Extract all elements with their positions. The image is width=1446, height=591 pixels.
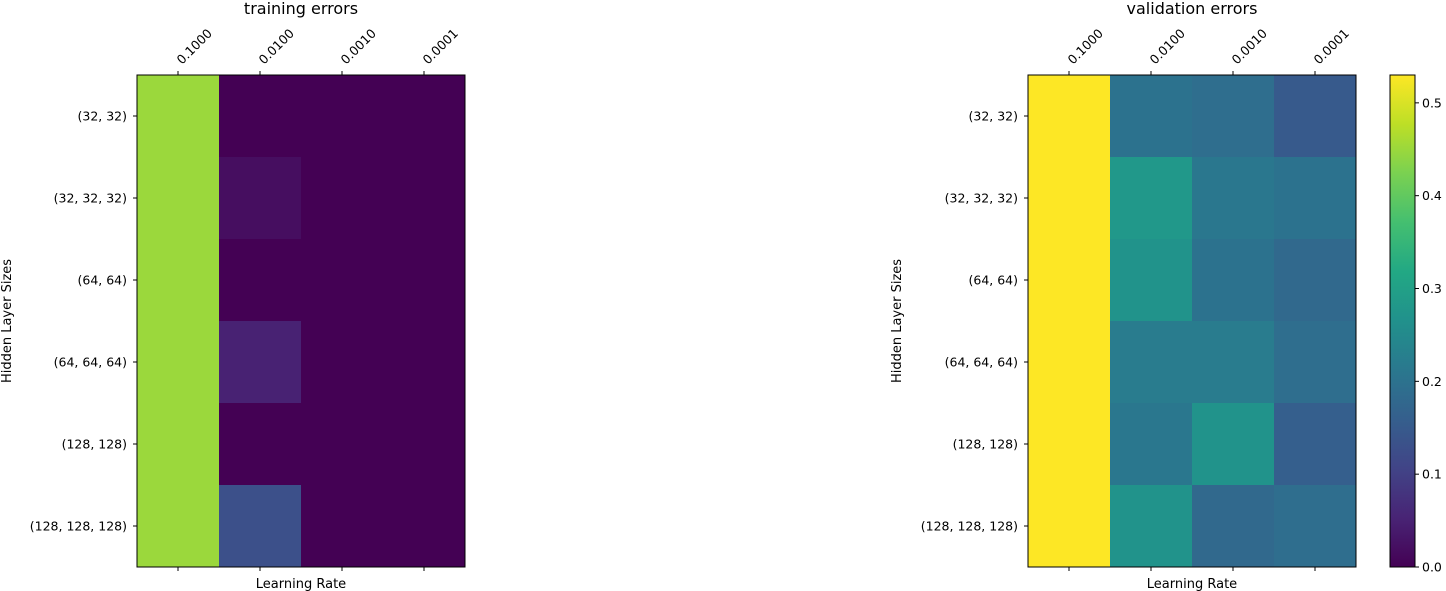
heatmap-cell <box>383 75 466 158</box>
heatmap-cell <box>219 157 302 240</box>
heatmap-cell <box>1274 485 1357 568</box>
heatmap-cell <box>137 321 220 404</box>
y-tick-label: (64, 64, 64) <box>945 355 1018 370</box>
x-tick-label: 0.1000 <box>1065 26 1107 68</box>
validation-plot-frame <box>1027 74 1357 568</box>
y-tick-label: (32, 32, 32) <box>54 191 127 206</box>
colorbar-tick-label: 0.4 <box>1422 188 1442 203</box>
validation-title: validation errors <box>1127 0 1258 18</box>
heatmap-cell <box>1110 239 1193 322</box>
validation-cells <box>1028 75 1357 568</box>
heatmap-cell <box>301 403 384 486</box>
heatmap-cell <box>137 75 220 158</box>
x-tick-label: 0.0100 <box>1147 26 1189 68</box>
heatmap-cell <box>301 239 384 322</box>
heatmap-cell <box>219 75 302 158</box>
heatmap-cell <box>301 485 384 568</box>
y-tick-label: (32, 32) <box>77 109 127 124</box>
training-title: training errors <box>244 0 358 18</box>
y-tick-label: (64, 64, 64) <box>54 355 127 370</box>
heatmap-cell <box>1192 157 1275 240</box>
heatmap-cell <box>1274 75 1357 158</box>
heatmap-cell <box>137 239 220 322</box>
heatmap-cell <box>219 239 302 322</box>
heatmap-cell <box>1110 75 1193 158</box>
heatmap-cell <box>383 321 466 404</box>
heatmap-cell <box>1028 321 1111 404</box>
training-errors-heatmap: 0.1000 0.0100 0.0010 0.0001 (32, 32) (32, 32,… <box>0 0 466 591</box>
heatmap-cell <box>219 485 302 568</box>
heatmap-cell <box>301 157 384 240</box>
heatmap-cell <box>1274 403 1357 486</box>
y-tick-label: (32, 32, 32) <box>945 191 1018 206</box>
y-tick-label: (128, 128, 128) <box>921 519 1018 534</box>
colorbar-tick-label: 0.2 <box>1422 374 1442 389</box>
x-tick-label: 0.0100 <box>256 26 298 68</box>
heatmap-cell <box>1110 403 1193 486</box>
x-tick-label: 0.0001 <box>420 26 462 68</box>
heatmap-cell <box>1028 403 1111 486</box>
heatmap-cell <box>1110 321 1193 404</box>
heatmap-cell <box>1192 321 1275 404</box>
colorbar-tick-label: 0.0 <box>1422 560 1442 575</box>
heatmap-cell <box>1028 239 1111 322</box>
colorbar: 0.0 0.1 0.2 0.3 0.4 0.5 <box>1389 74 1442 575</box>
colorbar-tick-label: 0.1 <box>1422 467 1442 482</box>
x-tick-label: 0.1000 <box>174 26 216 68</box>
heatmap-cell <box>1028 485 1111 568</box>
y-tick-label: (64, 64) <box>968 273 1018 288</box>
heatmap-cell <box>219 403 302 486</box>
heatmap-cell <box>383 239 466 322</box>
heatmap-cell <box>383 485 466 568</box>
heatmap-cell <box>219 321 302 404</box>
heatmap-cell <box>1274 157 1357 240</box>
heatmap-cell <box>137 403 220 486</box>
heatmap-cell <box>137 157 220 240</box>
validation-xlabel: Learning Rate <box>1147 577 1237 591</box>
heatmap-cell <box>1028 75 1111 158</box>
heatmap-cell <box>383 157 466 240</box>
training-cells <box>137 75 466 568</box>
heatmap-cell <box>137 485 220 568</box>
y-tick-label: (128, 128) <box>953 437 1018 452</box>
colorbar-tick-label: 0.5 <box>1422 95 1442 110</box>
heatmap-cell <box>1192 239 1275 322</box>
colorbar-tick-label: 0.3 <box>1422 281 1442 296</box>
x-tick-label: 0.0010 <box>338 26 380 68</box>
y-tick-label: (128, 128) <box>62 437 127 452</box>
heatmap-cell <box>301 321 384 404</box>
heatmap-cell <box>1028 157 1111 240</box>
heatmap-cell <box>1274 239 1357 322</box>
heatmap-cell <box>1192 485 1275 568</box>
validation-errors-heatmap: 0.1000 0.0100 0.0010 0.0001 (32, 32) (32, 32,… <box>890 0 1357 591</box>
heatmap-cell <box>1192 403 1275 486</box>
training-xlabel: Learning Rate <box>256 577 346 591</box>
heatmap-cell <box>1110 157 1193 240</box>
x-tick-label: 0.0001 <box>1311 26 1353 68</box>
y-tick-label: (64, 64) <box>77 273 127 288</box>
training-plot-frame <box>136 74 466 568</box>
heatmap-cell <box>301 75 384 158</box>
heatmap-cell <box>1192 75 1275 158</box>
heatmap-cell <box>1110 485 1193 568</box>
heatmap-cell <box>383 403 466 486</box>
colorbar-ticks: 0.0 0.1 0.2 0.3 0.4 0.5 <box>1415 95 1442 575</box>
validation-ylabel: Hidden Layer Sizes <box>890 259 905 383</box>
y-tick-label: (128, 128, 128) <box>30 519 127 534</box>
colorbar-gradient <box>1389 74 1416 568</box>
y-tick-label: (32, 32) <box>968 109 1018 124</box>
x-tick-label: 0.0010 <box>1229 26 1271 68</box>
training-ylabel: Hidden Layer Sizes <box>0 259 15 383</box>
heatmap-cell <box>1274 321 1357 404</box>
